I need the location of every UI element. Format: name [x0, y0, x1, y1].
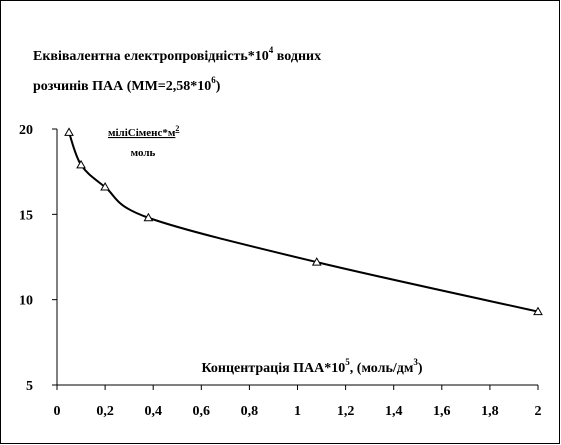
- y-tick-label: 5: [26, 379, 33, 394]
- x-tick-label: 2: [535, 404, 542, 419]
- x-label-part: , (моль/дм: [350, 361, 414, 376]
- y-tick-label: 10: [19, 294, 33, 309]
- x-label-superscript: 5: [345, 357, 350, 367]
- x-tick-label: 1: [294, 404, 301, 419]
- title-part: ): [216, 79, 221, 94]
- title-part: водних: [273, 49, 321, 64]
- x-tick-label: 1,6: [433, 404, 451, 419]
- chart-title: Еквівалентна електропровідність*104 водн…: [33, 45, 321, 64]
- x-tick-label: 0,6: [193, 404, 211, 419]
- y-tick-label: 15: [19, 208, 33, 223]
- data-point: [100, 182, 110, 191]
- units-superscript: 2: [175, 124, 179, 133]
- title-superscript: 6: [211, 75, 216, 85]
- x-tick-label: 1,4: [385, 404, 403, 419]
- data-point: [76, 159, 86, 169]
- x-tick-label: 0,8: [241, 404, 259, 419]
- x-tick-label: 1,2: [337, 404, 355, 419]
- title-superscript: 4: [269, 45, 274, 55]
- y-tick-label: 20: [19, 123, 33, 138]
- title-part: Еквівалентна електропровідність*10: [33, 49, 269, 64]
- x-tick-label: 0: [54, 404, 61, 419]
- units-label: моль: [131, 147, 156, 159]
- data-point: [311, 257, 322, 266]
- data-point: [64, 127, 74, 136]
- x-tick-label: 0,2: [96, 404, 114, 419]
- x-tick-label: 0,4: [144, 404, 162, 419]
- x-label-superscript: 3: [413, 357, 418, 367]
- data-point: [143, 212, 154, 222]
- units-label: мiлiСiменс*м2: [108, 124, 179, 139]
- x-axis-label: Концентрація ПАА*105, (моль/дм3): [201, 357, 422, 376]
- x-label-part: ): [418, 361, 423, 376]
- title-part: розчинів ПАА (ММ=2,58*10: [33, 79, 211, 94]
- units-part: мiлiСiменс*м: [108, 127, 176, 139]
- x-label-part: Концентрація ПАА*10: [201, 361, 345, 376]
- x-tick-label: 1,8: [481, 404, 499, 419]
- chart-title: розчинів ПАА (ММ=2,58*106): [33, 75, 221, 94]
- data-point: [533, 306, 543, 316]
